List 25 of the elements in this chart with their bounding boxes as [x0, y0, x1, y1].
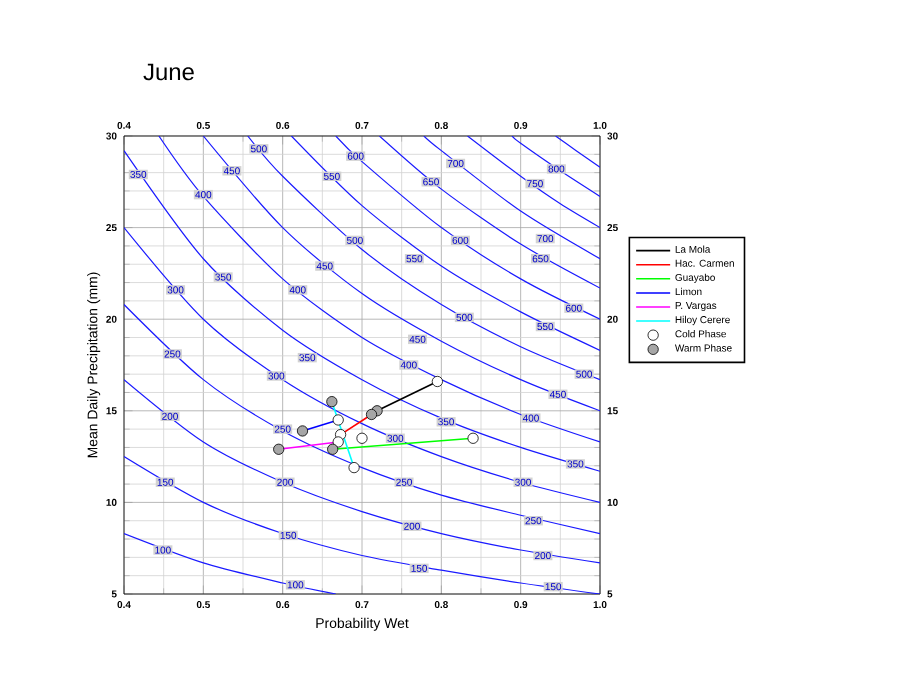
- point: [332, 436, 344, 448]
- line-series: [124, 303, 600, 535]
- line-series: [247, 135, 600, 381]
- point: [356, 432, 368, 444]
- point: [327, 443, 339, 455]
- line-series: [124, 379, 600, 564]
- point: [365, 408, 378, 421]
- point: [326, 396, 338, 408]
- point: [273, 443, 285, 455]
- line-series: [158, 135, 600, 443]
- line-series: [124, 456, 600, 594]
- point: [332, 414, 344, 426]
- point: [467, 432, 479, 444]
- line-series: [378, 135, 600, 289]
- line-series: [423, 135, 600, 260]
- line-series: [466, 135, 600, 229]
- point: [431, 375, 443, 388]
- line-series: [124, 150, 600, 472]
- line-series: [290, 135, 600, 351]
- line-series: [124, 532, 337, 594]
- point: [348, 462, 360, 474]
- line-series: [124, 226, 600, 503]
- point: [296, 425, 309, 437]
- chart-title: June: [143, 63, 194, 81]
- line-series: [511, 135, 600, 198]
